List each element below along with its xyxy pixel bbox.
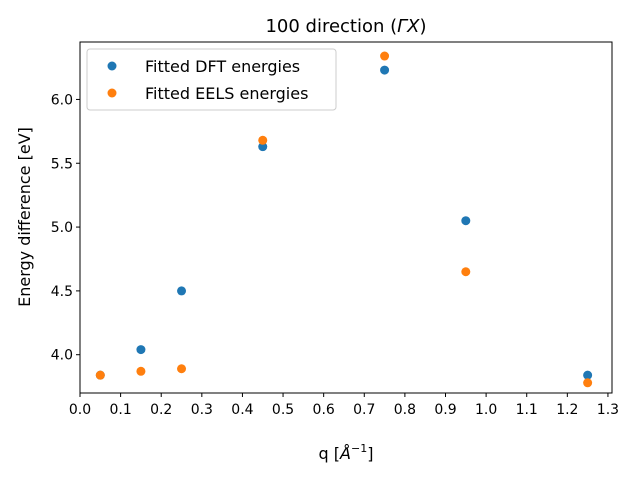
eels-point	[461, 267, 471, 277]
x-tick-label: 0.6	[313, 402, 335, 418]
x-tick-label: 0.0	[69, 402, 91, 418]
legend-marker-eels	[107, 88, 117, 98]
y-tick-label: 5.0	[51, 220, 73, 236]
legend: Fitted DFT energies Fitted EELS energies	[86, 48, 337, 111]
y-tick-label: 4.0	[51, 348, 73, 364]
x-tick-label: 1.3	[597, 402, 619, 418]
dft-point	[461, 216, 471, 226]
x-axis-ticks: 0.0 0.1 0.2 0.3 0.4 0.5 0.6 0.7 0.8 0.9 1.0 1.1 1.2 1…	[69, 393, 619, 418]
y-axis-ticks: 4.0 4.5 5.0 5.5 6.0	[51, 92, 80, 364]
legend-label-dft: Fitted DFT energies	[145, 57, 300, 76]
x-tick-label: 0.5	[272, 402, 294, 418]
x-tick-label: 0.2	[150, 402, 172, 418]
legend-marker-dft	[107, 61, 117, 71]
x-tick-label: 0.9	[434, 402, 456, 418]
x-tick-label: 0.4	[231, 402, 253, 418]
data-points	[95, 51, 593, 388]
eels-point	[95, 370, 105, 380]
eels-point	[380, 51, 390, 61]
x-tick-label: 1.2	[556, 402, 578, 418]
eels-point	[583, 378, 593, 388]
y-tick-label: 6.0	[51, 92, 73, 108]
chart-title: 100 direction (ΓX)	[265, 16, 426, 37]
dft-point	[177, 286, 187, 296]
dft-point	[258, 142, 268, 152]
legend-box	[86, 48, 337, 111]
x-tick-label: 1.0	[475, 402, 497, 418]
dft-point	[380, 65, 390, 75]
x-tick-label: 0.8	[394, 402, 416, 418]
eels-point	[258, 135, 268, 145]
x-tick-label: 1.1	[516, 402, 538, 418]
dft-point	[583, 370, 593, 380]
y-tick-label: 4.5	[51, 284, 73, 300]
x-tick-label: 0.1	[109, 402, 131, 418]
x-tick-label: 0.7	[353, 402, 375, 418]
legend-label-eels: Fitted EELS energies	[145, 84, 308, 103]
x-axis-label: q [Å−1]	[319, 442, 374, 463]
plot-frame	[79, 41, 613, 394]
y-tick-label: 5.5	[51, 156, 73, 172]
y-axis-label: Energy difference [eV]	[15, 127, 34, 307]
x-tick-label: 0.3	[191, 402, 213, 418]
eels-point	[136, 366, 146, 376]
dft-point	[136, 345, 146, 355]
eels-point	[177, 364, 187, 374]
